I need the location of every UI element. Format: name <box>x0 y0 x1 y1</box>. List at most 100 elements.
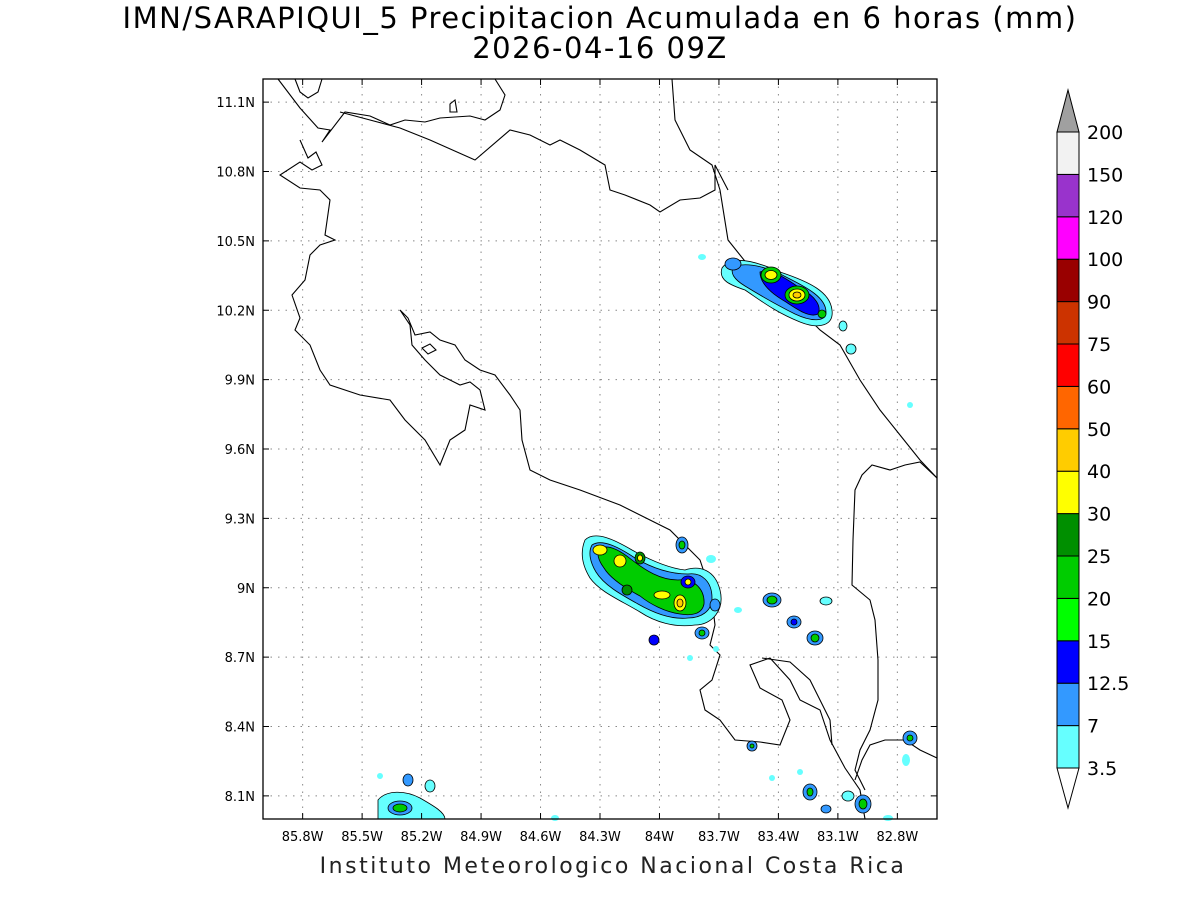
precip-cell <box>790 618 798 626</box>
precip-cell <box>551 815 559 821</box>
precip-cell <box>817 309 827 319</box>
precip-cell <box>906 734 914 742</box>
precip-cell <box>764 270 778 280</box>
colorbar-swatch <box>1056 555 1080 599</box>
precip-cell <box>769 775 775 781</box>
colorbar-swatch <box>1056 343 1080 387</box>
precip-cell <box>592 544 608 556</box>
precip-cell <box>883 815 893 821</box>
y-tick-label: 9N <box>237 582 255 597</box>
precip-cell <box>724 257 742 271</box>
precip-cell <box>402 773 414 787</box>
precip-cell <box>684 578 692 586</box>
precip-cell <box>613 554 627 568</box>
colorbar-swatch <box>1056 725 1080 769</box>
x-tick-label: 83.7W <box>698 830 740 845</box>
y-tick-label: 8.7N <box>225 651 255 666</box>
x-tick-label: 83.1W <box>817 830 859 845</box>
map-subtitle-datetime: 2026-04-16 09Z <box>472 31 728 65</box>
y-tick-label: 11.1N <box>216 96 255 111</box>
colorbar-swatch <box>1056 470 1080 515</box>
precip-cell <box>766 595 778 605</box>
precip-cell <box>841 790 855 802</box>
precip-cell <box>687 655 693 661</box>
x-tick-label: 85.8W <box>282 830 324 845</box>
colorbar-label: 20 <box>1087 588 1111 610</box>
precip-cell <box>392 803 408 813</box>
precip-cell <box>648 634 660 646</box>
precip-cell <box>653 590 671 600</box>
precip-cell <box>845 343 857 355</box>
y-tick-label: 9.6N <box>225 443 255 458</box>
x-tick-label: 84.9W <box>460 830 502 845</box>
colorbar-label: 12.5 <box>1087 673 1129 695</box>
colorbar-swatch <box>1056 131 1080 175</box>
nicaragua-north-coast <box>277 78 506 143</box>
colorbar-label: 60 <box>1087 376 1111 398</box>
precip-cell <box>749 743 755 749</box>
nicaragua-costarica-border <box>339 111 729 213</box>
pacific-north-coast <box>278 139 866 820</box>
colorbar-label: 25 <box>1087 546 1111 568</box>
x-tick-label: 85.5W <box>341 830 383 845</box>
y-tick-label: 9.9N <box>225 374 255 389</box>
colorbar-swatch <box>1056 597 1080 642</box>
y-tick-label: 10.8N <box>216 166 255 181</box>
precip-cell <box>621 584 633 596</box>
y-tick-label: 9.3N <box>225 512 255 527</box>
precip-cell <box>698 629 706 637</box>
y-tick-label: 10.5N <box>216 235 255 250</box>
colorbar-label: 90 <box>1087 292 1111 314</box>
colorbar-label: 3.5 <box>1087 758 1117 780</box>
precip-cell <box>424 779 436 793</box>
precip-cell <box>698 254 706 260</box>
colorbar-label: 40 <box>1087 461 1111 483</box>
colorbar-lower-arrow <box>1056 767 1080 810</box>
grid-lines <box>263 79 937 819</box>
burica-peninsula <box>854 739 938 781</box>
colorbar-label: 7 <box>1087 716 1099 738</box>
precip-cell <box>377 773 383 779</box>
precip-cell <box>810 633 820 643</box>
y-tick-label: 10.2N <box>216 304 255 319</box>
x-tick-label: 84.6W <box>520 830 562 845</box>
peninsula-osa-inner <box>761 657 833 746</box>
precip-cell <box>819 596 833 606</box>
color-legend: 3.5 7 12.5 15 20 25 30 40 50 60 75 90 100 120 150 200 <box>1056 88 1129 810</box>
y-tick-label: 8.4N <box>225 721 255 736</box>
x-tick-label: 84W <box>645 830 675 845</box>
precip-cell <box>706 555 716 563</box>
x-tick-label: 84.3W <box>579 830 621 845</box>
precip-cell <box>709 598 721 612</box>
colorbar-label: 150 <box>1087 164 1123 186</box>
island-north <box>449 98 458 113</box>
precip-cell <box>902 754 910 766</box>
precip-cell <box>734 607 742 613</box>
colorbar-swatch <box>1056 640 1080 684</box>
island-small <box>421 343 437 355</box>
colorbar-swatch <box>1056 301 1080 345</box>
colorbar-swatch <box>1056 682 1080 727</box>
colorbar-swatch <box>1056 385 1080 430</box>
precip-cell <box>797 769 803 775</box>
precip-cell <box>806 787 814 797</box>
colorbar-label: 200 <box>1087 122 1123 144</box>
y-tick-label: 8.1N <box>225 790 255 805</box>
colorbar-label: 15 <box>1087 631 1111 653</box>
colorbar-label: 100 <box>1087 249 1123 271</box>
colorbar-swatch <box>1056 513 1080 557</box>
precip-cell <box>713 646 719 652</box>
precip-cell <box>637 554 643 562</box>
precip-cell <box>838 320 848 332</box>
panama-border <box>851 461 938 791</box>
map-title: IMN/SARAPIQUI_5 Precipitacion Acumulada … <box>122 1 1078 35</box>
x-tick-label: 82.8W <box>876 830 918 845</box>
colorbar-swatch <box>1056 173 1080 218</box>
colorbar-upper-arrow <box>1056 88 1080 133</box>
colorbar-label: 30 <box>1087 504 1111 526</box>
precip-cell <box>792 291 802 299</box>
colorbar-label: 50 <box>1087 419 1111 441</box>
colorbar-label: 120 <box>1087 207 1123 229</box>
colorbar-swatch <box>1056 428 1080 472</box>
